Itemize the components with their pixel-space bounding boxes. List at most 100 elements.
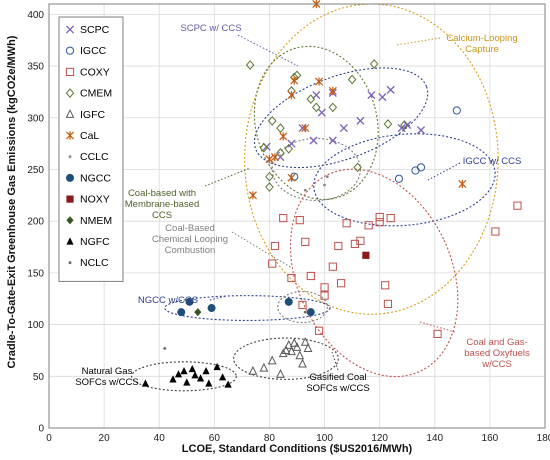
ngcc-point [306, 308, 315, 317]
legend-marker-nmem [66, 216, 74, 225]
coxy-point [328, 262, 337, 271]
igfc-point [267, 355, 277, 365]
igfc-point [276, 369, 285, 378]
cmem-point [400, 120, 409, 130]
cmem-point [265, 182, 274, 192]
annotation-label-1: Calcium-Looping Capture [446, 33, 517, 55]
cclc-point [276, 152, 280, 156]
grouping-ellipse-5 [289, 168, 459, 378]
y-tick-label: 400 [27, 10, 44, 21]
cal-point [279, 132, 288, 141]
annotation-line: SOFCs w/CCS [75, 377, 138, 388]
coxy-point [279, 213, 288, 223]
legend-label-igfc: IGFC [80, 109, 105, 121]
y-tick-label: 150 [27, 268, 44, 279]
legend-box [58, 16, 124, 282]
plot-frame [48, 3, 546, 429]
legend-marker-ngcc [66, 173, 74, 182]
scpc-point [312, 90, 321, 100]
legend-label-ngfc: NGFC [80, 236, 110, 248]
annotation-line: Membrane-based [125, 199, 199, 210]
coxy-point [383, 299, 393, 309]
legend-label-igcc: IGCC [80, 45, 107, 57]
igfc-point [300, 336, 310, 346]
grouping-ellipses [131, 3, 499, 392]
annotation-label-0: SCPC w/ CCS [180, 23, 241, 34]
y-tick-label: 200 [27, 217, 44, 228]
annotation-line: Coal-Based [165, 223, 215, 234]
grouping-ellipse-9 [233, 337, 339, 380]
coxy-point [334, 241, 343, 251]
cclc-point [279, 154, 282, 158]
cal-point [328, 86, 337, 95]
cal-point [315, 77, 324, 86]
cal-point [301, 123, 310, 133]
x-tick-label: 0 [46, 433, 52, 444]
y-axis-label: Cradle-To-Gate-Exit Greenhouse Gas Emiss… [6, 35, 18, 368]
coxy-point [491, 227, 500, 236]
grouping-ellipse-6 [164, 295, 331, 321]
coxy-point [364, 221, 373, 230]
scpc-point [309, 136, 318, 145]
ngfc-point [169, 375, 177, 383]
x-axis-label: LCOE, Standard Conditions ($US2016/MWh) [182, 443, 413, 455]
coxy-point [314, 326, 324, 335]
annotation-leader-line [237, 34, 299, 67]
coxy-point [513, 201, 522, 210]
y-tick-label: 350 [27, 62, 44, 73]
annotation-leader-line [419, 321, 456, 333]
data-points [141, 0, 522, 388]
annotation-line: Natural Gas [82, 366, 133, 377]
coxy-point [342, 219, 351, 228]
annotation-line: NGCC w/CCS [138, 295, 198, 306]
coxy-point [295, 216, 304, 225]
annotation-line: Combustion [165, 245, 216, 256]
scpc-point [403, 120, 412, 130]
y-tick-label: 100 [27, 320, 44, 331]
cmem-point [383, 119, 393, 129]
legend-label-ngcc: NGCC [80, 172, 111, 184]
annotation-label-8: Gasified Coal SOFCs w/CCS [306, 372, 369, 394]
igfc-point [259, 362, 269, 372]
legend-label-cmem: CMEM [80, 88, 112, 100]
y-tick-label: 0 [38, 424, 44, 435]
scpc-point [317, 108, 326, 117]
coxy-point [298, 300, 307, 310]
legend-label-noxy: NOXY [80, 194, 110, 206]
ngcc-point [185, 297, 194, 306]
axes: 0 20 40 60 80 100 120 140 160 180 0 50 100 150 200 250 3… [27, 3, 550, 444]
grouping-ellipse-0 [253, 67, 429, 169]
annotation-line: IGCC w/ CCS [463, 156, 522, 167]
ngfc-point [196, 374, 205, 382]
legend-marker-cal [65, 131, 75, 140]
ngfc-point [205, 379, 213, 387]
coxy-point [268, 259, 277, 268]
nmem-point [194, 308, 202, 317]
x-tick-label: 80 [264, 433, 276, 444]
coxy-point [287, 273, 296, 283]
ngcc-point [284, 297, 293, 306]
ngfc-point [174, 370, 183, 378]
annotation-line: SCPC w/ CCS [180, 23, 241, 34]
igfc-point [292, 342, 302, 351]
cmem-point [259, 142, 269, 153]
annotation-line: Gasified Coal [309, 372, 366, 383]
grouping-ellipse-7 [277, 290, 328, 324]
x-tick-label: 40 [154, 433, 166, 444]
ngfc-point [219, 373, 227, 381]
cmem-point [369, 59, 379, 69]
ngcc-point [207, 304, 216, 313]
igfc-point [281, 345, 291, 355]
scpc-point [416, 126, 426, 135]
cmem-point [312, 102, 321, 113]
igfc-point [284, 340, 294, 349]
scpc-point [339, 124, 348, 133]
legend-marker-noxy [66, 195, 74, 203]
ngfc-point [202, 367, 210, 375]
y-tick-label: 300 [27, 113, 44, 124]
annotation-label-5: NGCC w/CCS [138, 295, 198, 306]
cmem-point [245, 60, 255, 70]
igfc-point [248, 365, 258, 375]
cmem-point [276, 123, 285, 133]
coxy-point [320, 283, 329, 292]
